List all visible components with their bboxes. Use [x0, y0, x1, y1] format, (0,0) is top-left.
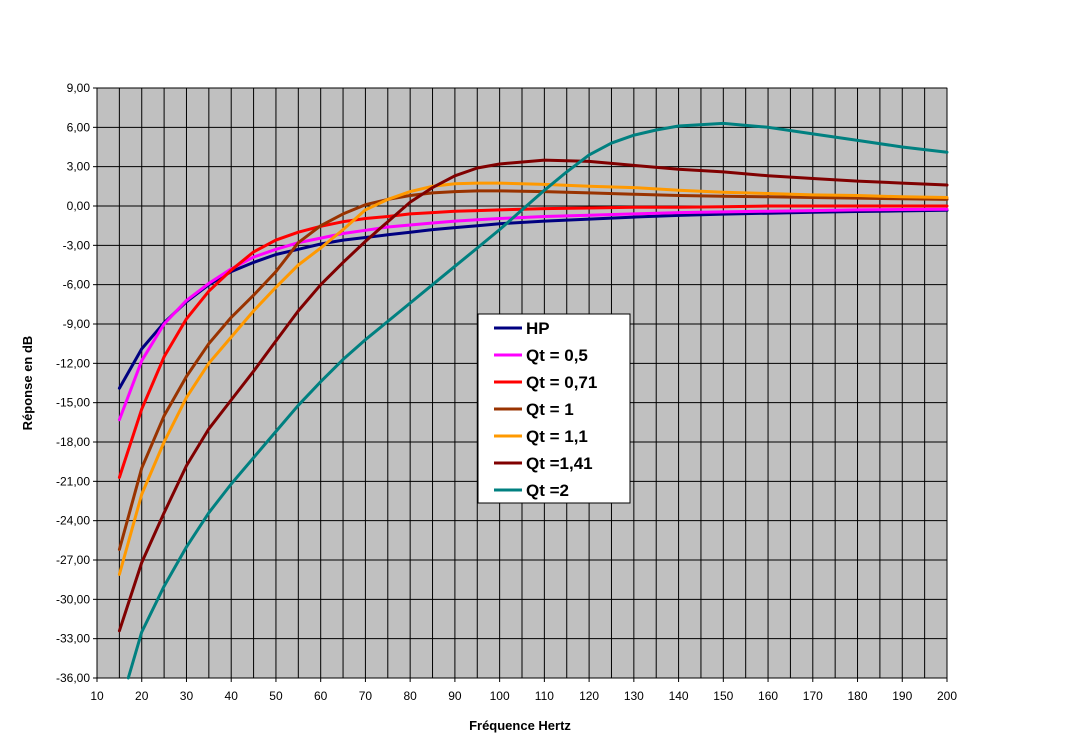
series-line-1 — [117, 207, 949, 422]
x-tick-label: 160 — [758, 689, 778, 703]
y-tick-label: -33,00 — [56, 632, 90, 646]
x-tick-label: 110 — [535, 689, 554, 703]
y-tick-label: -21,00 — [56, 474, 90, 488]
legend: HP Qt = 0,5 Qt = 0,71 Qt = 1 Qt = 1,1 Qt =1,4… — [477, 313, 631, 504]
x-tick-label: 30 — [180, 689, 194, 703]
y-tick-label: 3,00 — [67, 160, 91, 174]
y-axis-ticks: 9,00 6,00 3,00 0,00 -3,00 -6,00 -9,00 -12,00 -15… — [56, 81, 97, 685]
x-tick-label: 10 — [90, 689, 104, 703]
y-tick-label: -30,00 — [56, 592, 90, 606]
legend-label-0: HP — [526, 319, 550, 338]
y-axis-title: Réponse en dB — [20, 336, 35, 431]
y-tick-label: -9,00 — [63, 317, 91, 331]
series-lines — [117, 121, 949, 680]
y-tick-label: -3,00 — [63, 238, 91, 252]
legend-label-5: Qt =1,41 — [526, 454, 593, 473]
series-line-6 — [126, 121, 949, 680]
x-tick-label: 180 — [848, 689, 868, 703]
legend-label-6: Qt =2 — [526, 481, 569, 500]
x-tick-label: 90 — [448, 689, 462, 703]
y-tick-label: 6,00 — [67, 120, 91, 134]
x-tick-label: 40 — [225, 689, 239, 703]
y-tick-label: 9,00 — [67, 81, 91, 95]
x-axis-ticks: 10 20 30 40 50 60 70 80 90 100 110 120 130 140 150 160 1… — [90, 678, 957, 703]
x-tick-label: 200 — [937, 689, 957, 703]
x-tick-label: 150 — [713, 689, 733, 703]
x-axis-title: Fréquence Hertz — [469, 718, 571, 733]
y-tick-label: -24,00 — [56, 514, 90, 528]
legend-label-3: Qt = 1 — [526, 400, 574, 419]
x-tick-label: 50 — [269, 689, 283, 703]
y-tick-label: -15,00 — [56, 396, 90, 410]
y-tick-label: 0,00 — [67, 199, 91, 213]
series-line-0 — [117, 208, 949, 390]
y-tick-label: -12,00 — [56, 356, 90, 370]
x-tick-label: 20 — [135, 689, 149, 703]
series-line-5 — [117, 158, 949, 633]
x-tick-label: 80 — [403, 689, 417, 703]
x-tick-label: 140 — [669, 689, 689, 703]
x-tick-label: 70 — [359, 689, 373, 703]
legend-label-4: Qt = 1,1 — [526, 427, 588, 446]
series-line-2 — [117, 204, 949, 479]
legend-label-1: Qt = 0,5 — [526, 346, 588, 365]
x-tick-label: 100 — [490, 689, 510, 703]
x-tick-label: 190 — [892, 689, 912, 703]
y-tick-label: -27,00 — [56, 553, 90, 567]
x-tick-label: 120 — [579, 689, 599, 703]
y-tick-label: -36,00 — [56, 671, 90, 685]
y-tick-label: -18,00 — [56, 435, 90, 449]
x-tick-label: 170 — [803, 689, 823, 703]
x-tick-label: 130 — [624, 689, 644, 703]
legend-label-2: Qt = 0,71 — [526, 373, 597, 392]
y-tick-label: -6,00 — [63, 278, 91, 292]
series-line-4 — [117, 181, 949, 576]
x-tick-label: 60 — [314, 689, 328, 703]
